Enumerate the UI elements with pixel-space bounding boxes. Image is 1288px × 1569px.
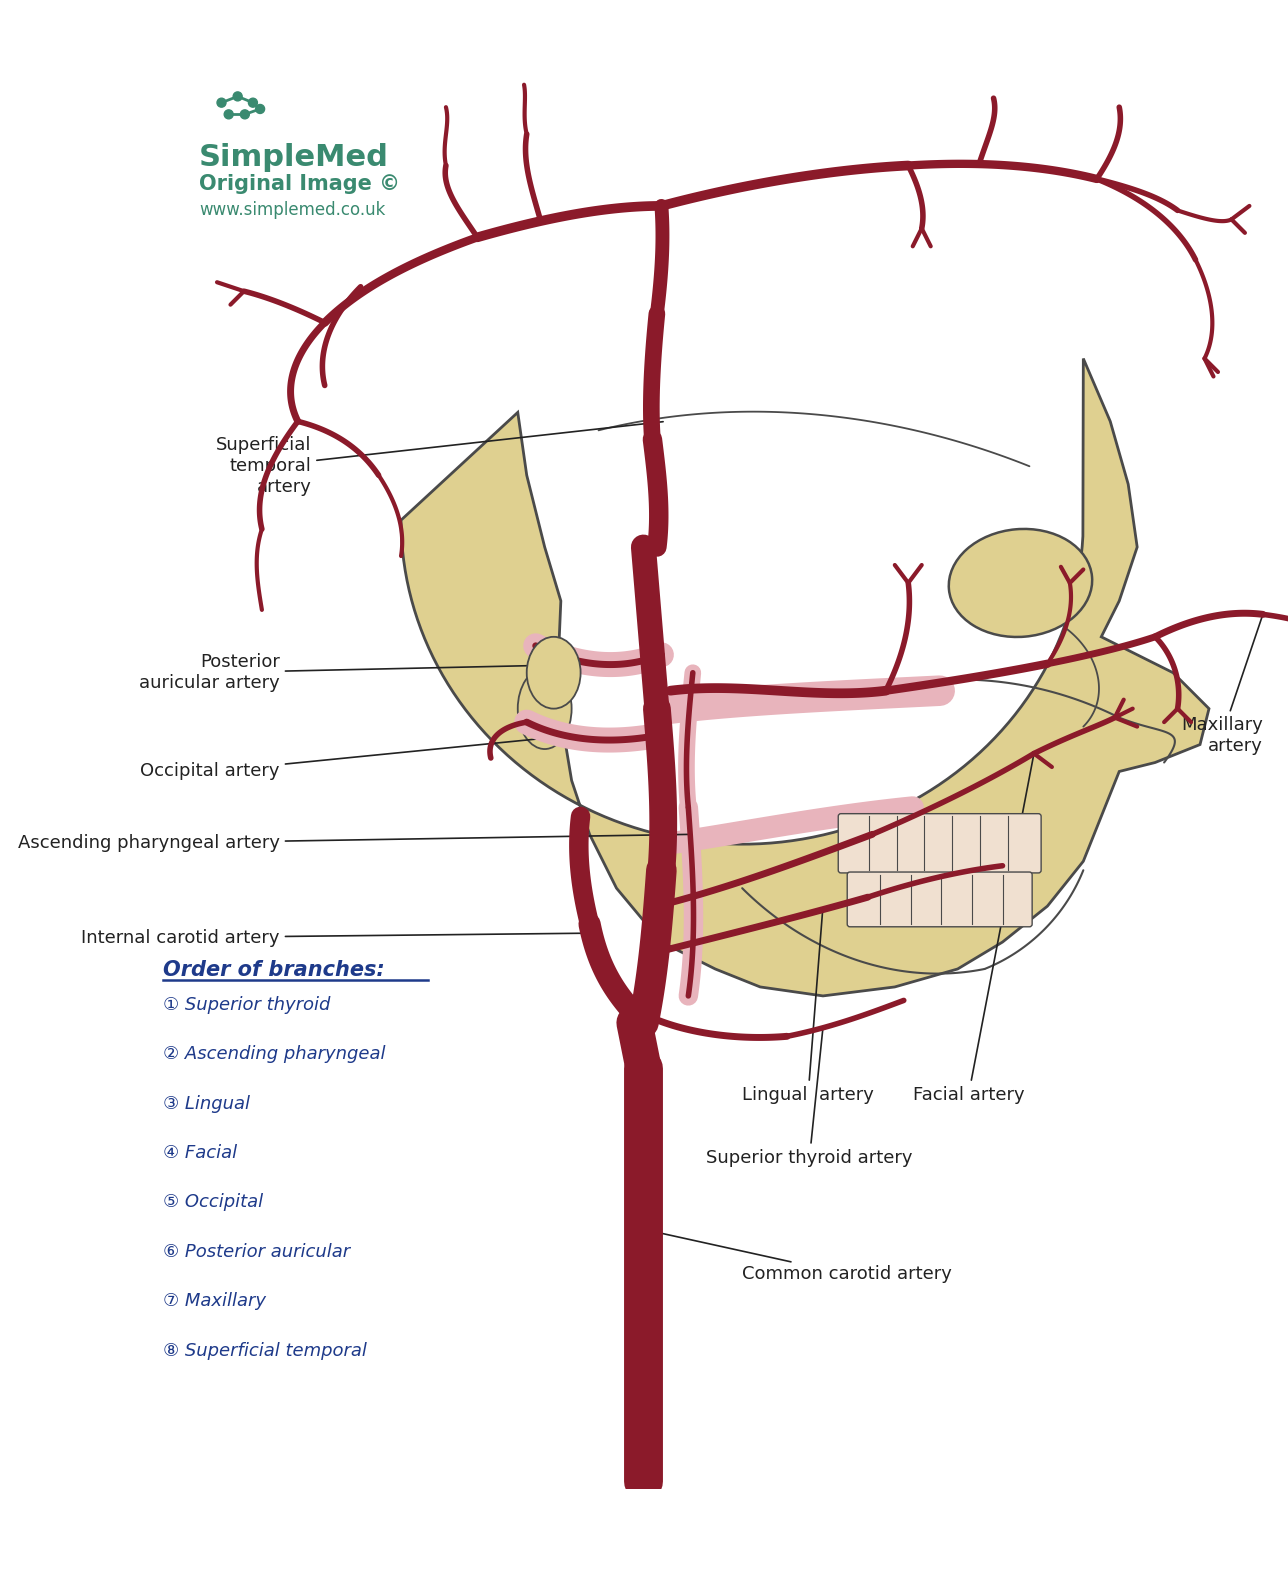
Text: ③ Lingual: ③ Lingual [164, 1095, 250, 1112]
Text: Facial artery: Facial artery [913, 756, 1033, 1103]
Ellipse shape [949, 529, 1092, 637]
Text: Ascending pharyngeal artery: Ascending pharyngeal artery [18, 835, 690, 852]
Circle shape [224, 110, 233, 119]
Text: ⑦ Maxillary: ⑦ Maxillary [164, 1293, 267, 1310]
Text: ⑧ Superficial temporal: ⑧ Superficial temporal [164, 1341, 367, 1359]
Text: Internal carotid artery: Internal carotid artery [81, 929, 596, 946]
Circle shape [233, 93, 242, 100]
Circle shape [216, 99, 225, 107]
FancyBboxPatch shape [838, 814, 1041, 872]
Text: Lingual  artery: Lingual artery [742, 908, 875, 1103]
Ellipse shape [527, 637, 581, 709]
Text: Posterior
auricular artery: Posterior auricular artery [139, 653, 613, 692]
Circle shape [241, 110, 250, 119]
Text: Superior thyroid artery: Superior thyroid artery [706, 1031, 913, 1166]
Text: Original Image ©: Original Image © [200, 174, 401, 195]
Text: www.simplemed.co.uk: www.simplemed.co.uk [200, 201, 385, 220]
Text: SimpleMed: SimpleMed [200, 143, 389, 173]
Circle shape [255, 105, 264, 113]
FancyBboxPatch shape [848, 872, 1032, 927]
Text: Order of branches:: Order of branches: [164, 960, 385, 981]
Text: Common carotid artery: Common carotid artery [647, 1230, 952, 1283]
Text: Maxillary
artery: Maxillary artery [1181, 617, 1262, 755]
Text: ① Superior thyroid: ① Superior thyroid [164, 996, 331, 1014]
Text: Occipital artery: Occipital artery [140, 736, 569, 780]
Text: ⑤ Occipital: ⑤ Occipital [164, 1194, 263, 1211]
Text: ④ Facial: ④ Facial [164, 1144, 237, 1163]
Text: ② Ascending pharyngeal: ② Ascending pharyngeal [164, 1045, 385, 1064]
Ellipse shape [518, 668, 572, 748]
Circle shape [249, 99, 258, 107]
Text: ⑥ Posterior auricular: ⑥ Posterior auricular [164, 1243, 350, 1261]
Polygon shape [401, 359, 1209, 996]
Text: Superficial
temporal
artery: Superficial temporal artery [216, 422, 663, 496]
